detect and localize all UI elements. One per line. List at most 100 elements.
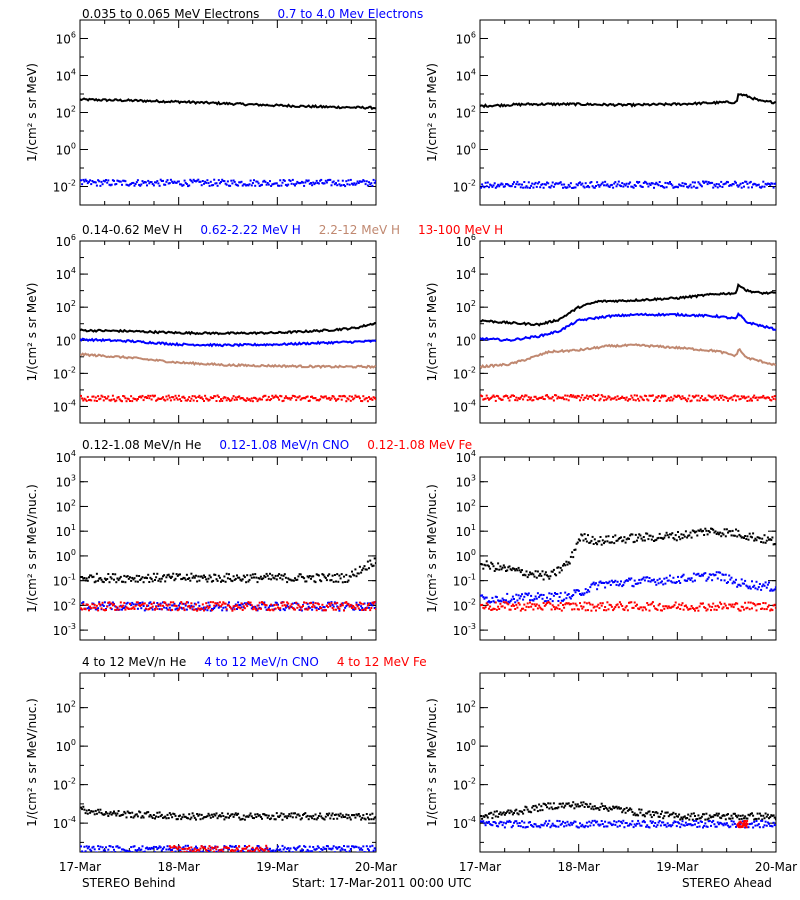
series-point	[239, 578, 242, 581]
series-point	[566, 594, 569, 596]
series-point	[764, 602, 767, 605]
series-point	[714, 185, 717, 188]
series-point	[267, 395, 270, 398]
series-point	[764, 541, 767, 544]
series-point	[165, 395, 168, 398]
series-point	[313, 848, 316, 851]
series-point	[557, 182, 560, 185]
series-point	[357, 572, 360, 575]
series-point	[485, 821, 488, 824]
series-point	[135, 813, 138, 816]
series-point	[232, 575, 235, 578]
series-point	[303, 577, 306, 580]
series-point	[640, 396, 643, 399]
series-point	[667, 824, 670, 827]
series-point	[296, 396, 299, 399]
series-point	[373, 847, 376, 850]
series-point	[331, 603, 334, 606]
series-point	[744, 601, 747, 604]
series-point	[493, 182, 496, 185]
series-point	[745, 821, 748, 824]
series-point	[752, 532, 755, 535]
series-point	[751, 399, 753, 402]
series-point	[620, 397, 622, 399]
series-group	[480, 527, 776, 612]
series-point	[762, 180, 765, 183]
series-point	[221, 400, 224, 402]
series-point	[354, 568, 357, 571]
series-point	[562, 820, 564, 823]
series-point	[160, 397, 163, 400]
series-point	[254, 573, 257, 576]
series-point	[236, 398, 238, 401]
series-point	[115, 399, 118, 402]
series-point	[306, 602, 309, 605]
series-point	[662, 817, 665, 820]
series-point	[243, 602, 246, 605]
series-point	[677, 575, 679, 578]
series-point	[264, 394, 267, 397]
series-point	[648, 826, 651, 829]
series-point	[315, 606, 318, 609]
series-point	[117, 810, 120, 812]
series-point	[184, 844, 187, 847]
series-point	[250, 604, 253, 607]
series-point	[373, 557, 376, 560]
series-point	[353, 608, 356, 611]
series-point	[314, 606, 317, 609]
series-point	[351, 845, 353, 848]
series-point	[110, 608, 113, 611]
series-point	[716, 186, 719, 189]
series-point	[291, 394, 294, 397]
series-point	[525, 394, 528, 397]
series-point	[291, 602, 294, 605]
series-point	[647, 399, 650, 402]
series-point	[228, 848, 230, 851]
series-point	[190, 816, 193, 819]
series-point	[172, 846, 175, 849]
series-point	[745, 538, 748, 540]
series-point	[529, 601, 531, 604]
series-point	[206, 605, 209, 608]
series-point	[614, 396, 617, 399]
series-point	[279, 607, 282, 610]
series-point	[164, 851, 167, 852]
series-point	[711, 815, 714, 818]
series-point	[176, 607, 179, 610]
series-point	[272, 849, 275, 852]
series-point	[296, 602, 299, 605]
series-point	[141, 603, 144, 606]
series-point	[692, 812, 695, 815]
series-point	[498, 397, 501, 400]
series-point	[98, 180, 101, 183]
series-point	[101, 580, 104, 583]
series-point	[654, 581, 657, 584]
series-point	[501, 398, 504, 401]
series-point	[80, 845, 82, 848]
series-point	[352, 814, 355, 817]
series-point	[768, 396, 770, 399]
series-point	[307, 850, 310, 852]
series-point	[288, 849, 291, 852]
series-point	[567, 593, 570, 595]
series-point	[165, 817, 168, 820]
y-tick-label: 10-1	[453, 573, 476, 589]
series-point	[560, 183, 563, 186]
series-point	[344, 601, 347, 604]
series-point	[315, 399, 318, 402]
series-point	[108, 601, 111, 604]
series-point	[648, 609, 651, 612]
series-point	[525, 605, 528, 608]
series-point	[349, 603, 352, 606]
series-point	[744, 397, 747, 400]
series-point	[723, 814, 726, 817]
y-tick-label: 10-2	[53, 365, 76, 381]
series-point	[696, 534, 699, 537]
series-point	[366, 400, 369, 403]
series-point	[215, 848, 218, 851]
series-point	[207, 577, 210, 580]
series-point	[264, 814, 267, 817]
series-point	[207, 607, 210, 610]
series-point	[92, 181, 95, 184]
